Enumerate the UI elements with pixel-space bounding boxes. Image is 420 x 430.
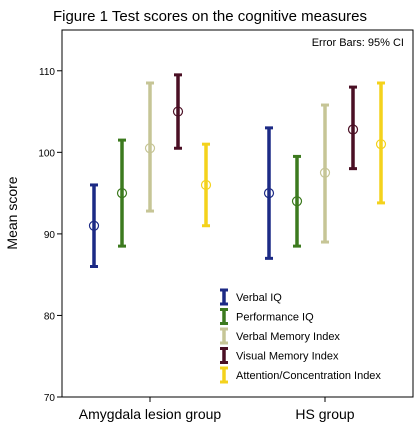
legend-item: Visual Memory Index [220,347,339,364]
legend-label: Verbal IQ [236,292,282,304]
mean-marker [375,139,387,150]
y-tick-label: 70 [44,393,56,404]
x-tick-label: Amygdala lesion group [79,406,222,422]
y-tick-label: 80 [44,311,56,322]
x-axis-ticks: Amygdala lesion group HS group [79,397,355,422]
legend-label: Attention/Concentration Index [236,370,381,382]
y-axis-label: Mean score [4,176,20,249]
legend-item: Verbal IQ [220,288,282,306]
mean-marker [319,167,331,178]
y-tick-label: 90 [44,230,56,241]
error-bars [88,73,387,269]
legend-label: Verbal Memory Index [236,331,340,343]
mean-marker [116,188,128,199]
y-tick-label: 100 [38,148,55,159]
legend-label: Performance IQ [236,312,314,324]
mean-marker [88,220,100,231]
chart-title: Figure 1 Test scores on the cognitive me… [53,8,367,25]
error-bars-annotation: Error Bars: 95% CI [312,37,404,49]
y-axis-ticks: 70 80 90 100 110 [38,67,62,404]
legend-item: Performance IQ [220,308,314,325]
mean-marker [291,196,303,207]
mean-marker [347,124,359,135]
mean-marker [172,106,184,117]
legend-item: Attention/Concentration Index [220,366,381,384]
mean-marker [144,143,156,154]
legend-item: Verbal Memory Index [220,327,340,345]
mean-marker [200,179,212,191]
legend: Verbal IQ Performance IQ Verbal Memory Ind… [220,288,381,384]
legend-label: Visual Memory Index [236,351,339,363]
mean-marker [263,188,275,199]
x-tick-label: HS group [295,406,354,422]
y-tick-label: 110 [39,67,55,78]
